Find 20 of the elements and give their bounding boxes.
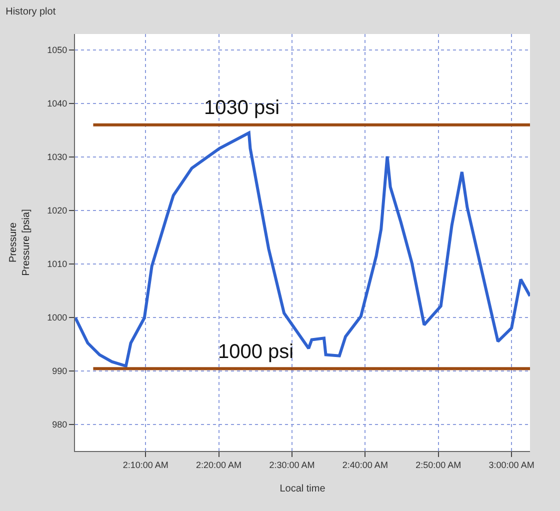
ref-line-label: 1030 psi bbox=[204, 97, 280, 119]
x-tick-label: 2:40:00 AM bbox=[342, 460, 388, 470]
y-tick-label: 1050 bbox=[47, 45, 68, 56]
x-tick-label: 3:00:00 AM bbox=[488, 460, 534, 470]
y-tick-label: 980 bbox=[52, 419, 68, 430]
chart-title: History plot bbox=[6, 6, 56, 18]
line-series bbox=[75, 131, 530, 368]
y-tick-label: 1010 bbox=[47, 259, 68, 270]
x-axis-title: Local time bbox=[280, 483, 326, 494]
y-tick-label: 1000 bbox=[47, 312, 68, 322]
y-tick-label: 990 bbox=[52, 366, 68, 376]
ref-line-label: 1000 psi bbox=[218, 341, 294, 363]
y-axis-title: Pressure Pressure [psia] bbox=[8, 208, 32, 276]
x-tick-label: 2:50:00 AM bbox=[416, 460, 462, 470]
y-tick-label: 1040 bbox=[47, 98, 68, 109]
y-tick-label: 1030 bbox=[47, 152, 68, 162]
x-tick-label: 2:20:00 AM bbox=[196, 460, 242, 470]
y-tick-label: 1020 bbox=[47, 206, 68, 216]
x-tick-label: 2:30:00 AM bbox=[269, 460, 315, 470]
x-tick-label: 2:10:00 AM bbox=[122, 460, 168, 470]
